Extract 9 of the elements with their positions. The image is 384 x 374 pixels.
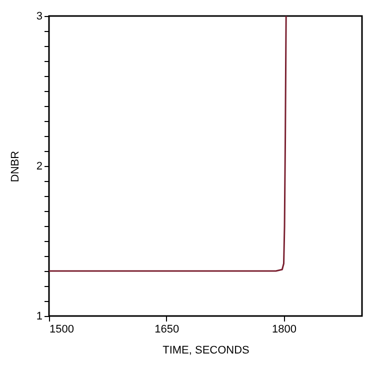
y-tick-label: 3 xyxy=(36,10,42,22)
y-tick-label: 1 xyxy=(36,310,42,322)
x-tick-label: 1650 xyxy=(154,324,180,336)
y-axis-title: DNBR xyxy=(9,150,22,182)
x-axis-title: TIME, SECONDS xyxy=(162,344,250,356)
y-tick-label: 2 xyxy=(36,160,42,172)
x-tick-label: 1500 xyxy=(50,324,74,336)
line-series xyxy=(49,16,287,272)
x-tick-label: 1800 xyxy=(272,324,296,336)
